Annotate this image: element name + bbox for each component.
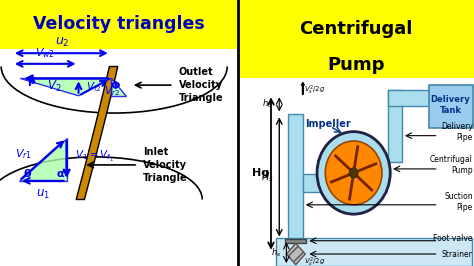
Text: $V_{f2}$: $V_{f2}$ bbox=[86, 80, 101, 94]
FancyBboxPatch shape bbox=[276, 238, 472, 266]
FancyBboxPatch shape bbox=[0, 49, 238, 266]
Circle shape bbox=[325, 141, 382, 205]
Text: Delivery
Tank: Delivery Tank bbox=[430, 95, 470, 115]
FancyBboxPatch shape bbox=[285, 239, 306, 243]
Text: $V_{r1}$: $V_{r1}$ bbox=[15, 147, 32, 161]
Circle shape bbox=[317, 132, 390, 214]
FancyBboxPatch shape bbox=[388, 90, 459, 106]
Text: $u_1$: $u_1$ bbox=[36, 188, 50, 201]
Text: θ: θ bbox=[24, 169, 31, 179]
Text: $V_2$: $V_2$ bbox=[47, 79, 62, 94]
Polygon shape bbox=[110, 78, 126, 96]
Text: Delivery
Pipe: Delivery Pipe bbox=[441, 122, 473, 142]
Text: Outlet
Velocity
Triangle: Outlet Velocity Triangle bbox=[178, 67, 223, 103]
Text: Φ: Φ bbox=[111, 81, 120, 91]
FancyBboxPatch shape bbox=[288, 114, 303, 242]
Text: $H_s$: $H_s$ bbox=[261, 170, 273, 184]
FancyBboxPatch shape bbox=[303, 174, 331, 192]
Text: $V_{r2}$: $V_{r2}$ bbox=[103, 84, 119, 98]
Text: $u_2$: $u_2$ bbox=[55, 36, 69, 49]
Text: Inlet
Velocity
Triangle: Inlet Velocity Triangle bbox=[143, 147, 187, 183]
Polygon shape bbox=[19, 138, 67, 181]
Text: Hg: Hg bbox=[252, 168, 269, 178]
FancyBboxPatch shape bbox=[388, 90, 402, 162]
Text: α: α bbox=[57, 169, 64, 179]
FancyBboxPatch shape bbox=[0, 0, 238, 49]
Polygon shape bbox=[286, 243, 305, 265]
FancyBboxPatch shape bbox=[428, 85, 474, 128]
Text: Suction
Pipe: Suction Pipe bbox=[444, 192, 473, 212]
Text: Velocity triangles: Velocity triangles bbox=[33, 15, 205, 33]
Text: $V_s^2/2g$: $V_s^2/2g$ bbox=[304, 255, 325, 266]
Text: Centrifugal: Centrifugal bbox=[299, 20, 413, 38]
Circle shape bbox=[349, 168, 358, 178]
Polygon shape bbox=[20, 78, 110, 96]
Text: Foot valve: Foot valve bbox=[433, 234, 473, 243]
Text: Centrifugal
Pump: Centrifugal Pump bbox=[430, 155, 473, 175]
Text: $V_{w2}$: $V_{w2}$ bbox=[35, 47, 55, 60]
FancyBboxPatch shape bbox=[238, 78, 474, 266]
Text: Pump: Pump bbox=[327, 56, 385, 74]
Text: $h_s$: $h_s$ bbox=[272, 247, 282, 259]
Text: β: β bbox=[27, 76, 35, 86]
Polygon shape bbox=[76, 66, 118, 200]
Text: $V_1 = V_{f_1}$: $V_1 = V_{f_1}$ bbox=[75, 149, 114, 164]
Text: Impeller: Impeller bbox=[305, 119, 350, 129]
FancyBboxPatch shape bbox=[238, 0, 474, 80]
Text: Strainer: Strainer bbox=[442, 250, 473, 259]
Text: $h_d$: $h_d$ bbox=[262, 98, 273, 110]
Text: $V_s^2/2g$: $V_s^2/2g$ bbox=[304, 83, 325, 97]
FancyArrow shape bbox=[301, 82, 304, 94]
